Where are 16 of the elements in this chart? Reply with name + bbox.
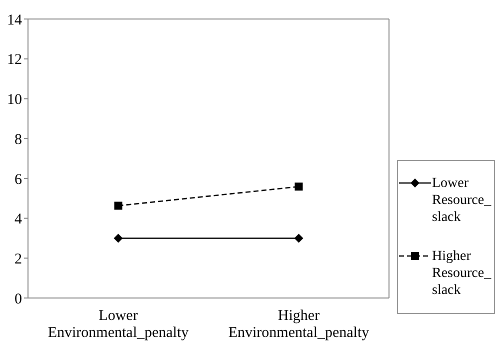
y-tick-label: 2 xyxy=(14,251,22,268)
legend-label: Lower Resource_slack xyxy=(432,175,492,226)
y-tick-label: 10 xyxy=(7,92,22,108)
point xyxy=(294,234,304,243)
point xyxy=(114,202,122,210)
y-tick-label: 12 xyxy=(7,52,22,68)
point xyxy=(294,182,303,191)
x-tick-label: Higher Environmental_penalty xyxy=(228,308,370,341)
legend-label: Higher Resource_slack xyxy=(432,248,492,299)
x-tick-label: Lower Environmental_penalty xyxy=(48,308,190,341)
y-tick-label: 6 xyxy=(14,172,22,188)
y-tick-label: 8 xyxy=(14,132,22,148)
y-tick-label: 0 xyxy=(14,291,22,308)
y-tick-label: 14 xyxy=(7,12,22,28)
y-tick-label: 4 xyxy=(14,212,22,228)
point xyxy=(114,234,123,243)
